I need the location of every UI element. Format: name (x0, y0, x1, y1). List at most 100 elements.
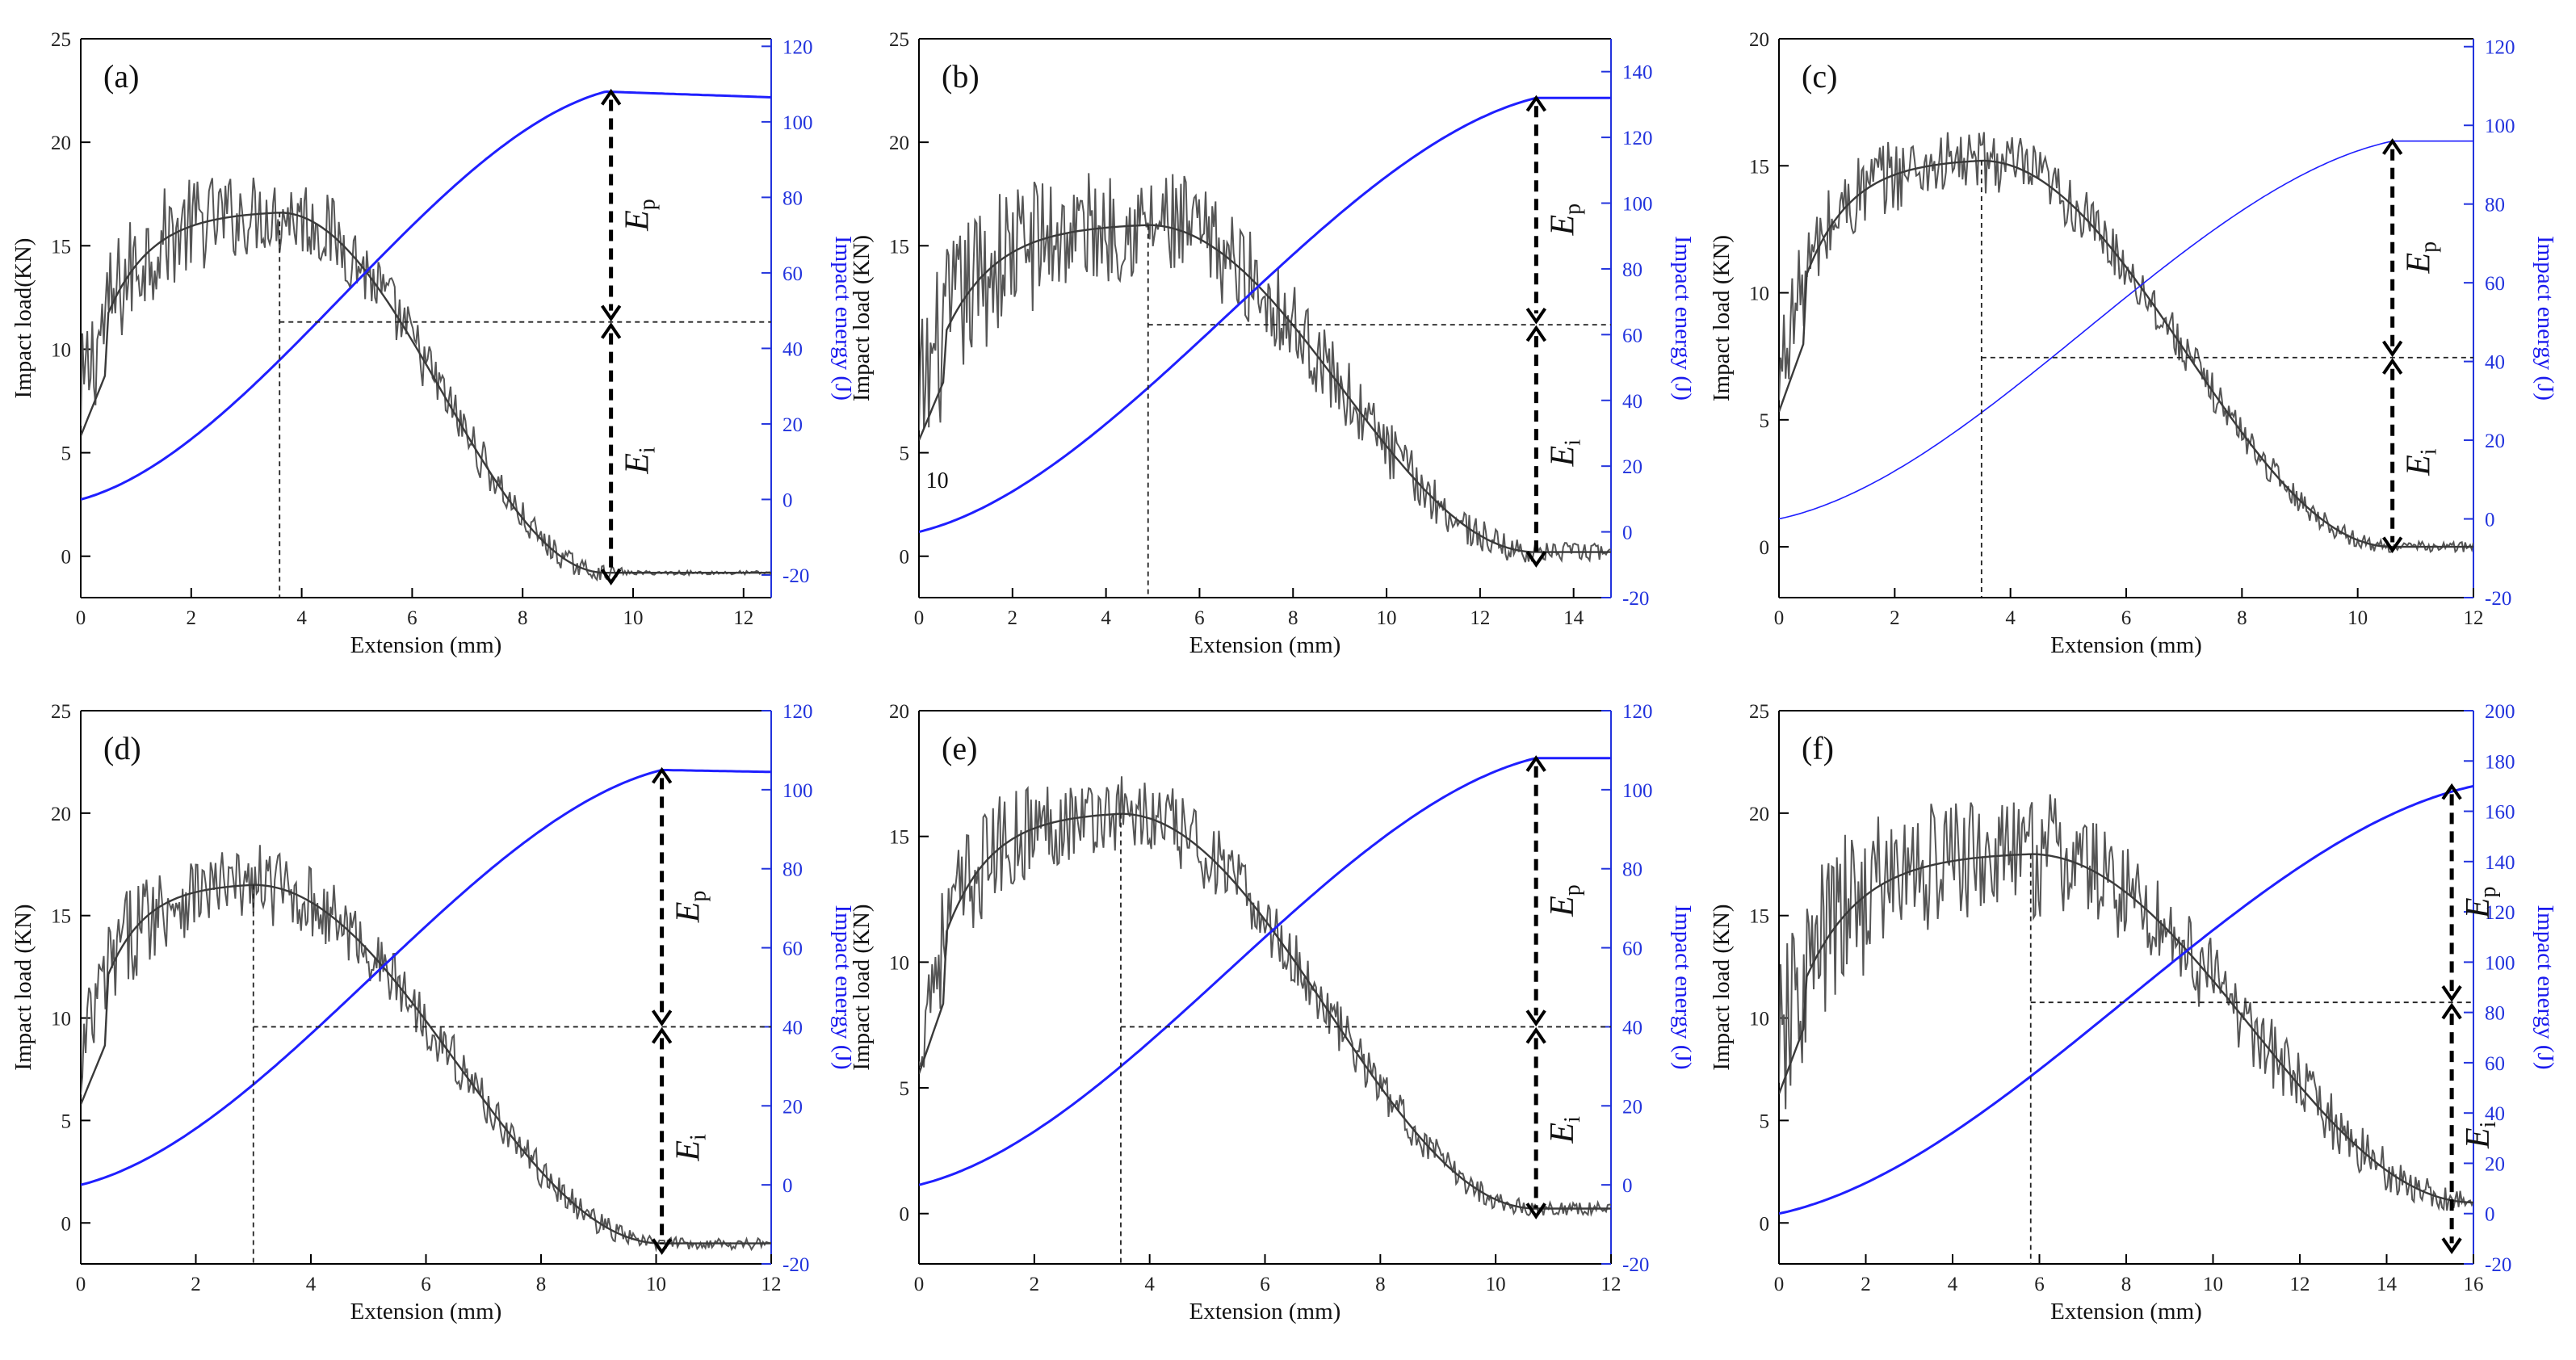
panel-3: 0 2 4 6 8 10 120510152025-20020406080100120Ext… (10, 701, 856, 1324)
y-right-tick-label: 40 (782, 338, 803, 360)
y-right-tick-label: 140 (1622, 62, 1653, 84)
y-left-tick-label: 15 (889, 827, 909, 849)
y-left-tick-label: 0 (1760, 1213, 1770, 1235)
label-ep: Ep (2401, 241, 2442, 275)
arrow-ei-head-top (2382, 358, 2403, 375)
label-ep-main: E (670, 902, 707, 924)
y-right-tick-label: 40 (1622, 391, 1643, 413)
panel-5: 0 2 4 6 8 10 12 14 160510152025-2002040608010012… (1709, 701, 2558, 1324)
x-tick-label: 8 (2237, 607, 2247, 629)
y-right-tick-label: 80 (1622, 859, 1643, 881)
y-left-axis-title: Impact load (KN) (849, 904, 875, 1070)
y-left-tick-label: 20 (889, 132, 909, 154)
x-tick-label: 12 (761, 1274, 782, 1295)
y-left-tick-label: 10 (51, 339, 71, 361)
y-right-tick-label: 80 (2485, 195, 2505, 216)
y-right-tick-label: 120 (2485, 37, 2515, 59)
y-left-tick-label: 0 (61, 1213, 72, 1235)
x-tick-label: 6 (2034, 1274, 2045, 1295)
label-ep-main: E (1544, 215, 1581, 237)
arrow-ei-head-bottom (1525, 551, 1546, 568)
panel-0: 0 2 4 6 8 10 120510152025-20020406080100120Ext… (10, 29, 856, 658)
y-right-tick-label: 0 (1622, 1175, 1633, 1197)
label-ei: Ei (1544, 439, 1585, 468)
label-ei: Ei (670, 1134, 711, 1162)
label-ep-subscript: p (2417, 241, 2442, 253)
x-axis-title: Extension (mm) (350, 1299, 502, 1324)
x-tick-label: 8 (536, 1274, 547, 1295)
arrow-ep-head-top (600, 88, 622, 106)
arrow-ei-head-top (2441, 1002, 2462, 1020)
y-left-tick-label: 0 (61, 547, 72, 569)
y-right-tick-label: 100 (1622, 780, 1653, 802)
arrow-ep-head-bottom (600, 304, 622, 322)
y-right-tick-label: 60 (2485, 273, 2505, 295)
y-right-tick-label: 60 (1622, 325, 1643, 346)
arrow-ep-head-top (651, 766, 673, 784)
y-right-tick-label: 0 (1622, 523, 1633, 544)
panel-label: (a) (103, 58, 139, 94)
y-left-tick-label: 20 (1749, 804, 1769, 825)
y-left-axis-title: Impact load (KN) (849, 235, 875, 401)
arrow-ep (2382, 138, 2403, 358)
y-left-tick-label: 25 (1749, 701, 1769, 723)
series-load-raw (919, 173, 1611, 563)
x-tick-label: 8 (1288, 607, 1298, 629)
x-tick-label: 2 (1861, 1274, 1871, 1295)
panel-label: (f) (1802, 730, 1834, 766)
x-tick-label: 0 (1774, 607, 1785, 629)
y-right-tick-label: 80 (782, 859, 803, 881)
series-energy (1779, 784, 2473, 1215)
x-tick-label: 12 (2290, 1274, 2310, 1295)
panel-1: 0 2 4 6 8 10 12 1405152025-20020406080100120140… (849, 29, 1696, 658)
x-tick-label: 4 (2005, 607, 2016, 629)
series-energy (81, 768, 771, 1186)
arrow-ei-head-bottom (2441, 1237, 2462, 1254)
x-tick-label: 10 (2347, 607, 2368, 629)
arrow-ei-head-top (651, 1026, 673, 1044)
x-axis-title: Extension (mm) (1189, 632, 1341, 658)
x-tick-label: 10 (646, 1274, 666, 1295)
y-right-tick-label: 20 (782, 414, 803, 436)
label-ei-subscript: i (2476, 1121, 2501, 1127)
label-ei-main: E (619, 453, 657, 475)
label-ei: Ei (2460, 1121, 2501, 1149)
y-right-axis-title: Impact energy (J) (1670, 905, 1696, 1070)
y-right-tick-label: 40 (2485, 352, 2505, 374)
arrow-ei (2382, 358, 2403, 554)
y-right-tick-label: 100 (782, 112, 813, 134)
x-tick-label: 8 (1375, 1274, 1386, 1295)
label-ei-main: E (2401, 455, 2438, 476)
y-right-axis-title: Impact energy (J) (830, 236, 856, 401)
x-tick-label: 8 (518, 607, 528, 629)
y-right-tick-label: 60 (782, 938, 803, 960)
x-tick-label: 12 (2464, 607, 2484, 629)
panel-label: (b) (942, 58, 980, 94)
x-tick-label: 6 (1260, 1274, 1270, 1295)
x-axis-title: Extension (mm) (1189, 1299, 1341, 1324)
panel-4: 0 2 4 6 8 10 1205101520-20020406080100120Exten… (849, 701, 1696, 1324)
y-left-tick-label: 25 (889, 29, 909, 51)
y-left-axis-title: Impact load (KN) (1709, 235, 1735, 401)
label-ep-main: E (1544, 896, 1581, 917)
y-right-axis-title: Impact energy (J) (830, 905, 856, 1070)
label-ep: Ep (670, 891, 711, 924)
x-tick-label: 2 (191, 1274, 201, 1295)
label-ep-main: E (2460, 897, 2497, 919)
y-left-tick-label: 0 (900, 1204, 910, 1226)
stray-label: 10 (926, 468, 949, 493)
x-axis-title: Extension (mm) (350, 632, 502, 658)
arrow-ep-head-bottom (651, 1010, 673, 1026)
label-ep-subscript: p (1560, 884, 1585, 896)
arrow-ei (1525, 1026, 1546, 1219)
x-tick-label: 2 (1890, 607, 1900, 629)
x-tick-label: 10 (1486, 1274, 1506, 1295)
y-right-tick-label: 100 (2485, 952, 2515, 974)
y-left-tick-label: 20 (889, 701, 909, 723)
y-left-tick-label: 20 (1749, 29, 1769, 51)
y-right-tick-label: 0 (2485, 1204, 2495, 1226)
x-tick-label: 10 (2203, 1274, 2223, 1295)
x-tick-label: 10 (1377, 607, 1397, 629)
y-right-axis-title: Impact energy (J) (1670, 236, 1696, 401)
